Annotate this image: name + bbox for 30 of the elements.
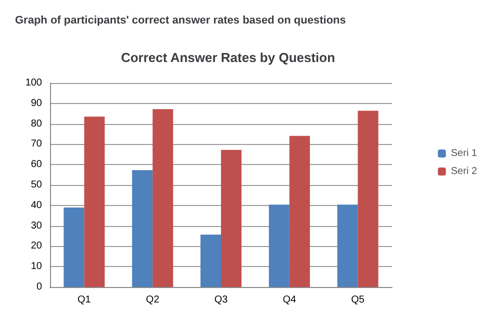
x-tick-label: Q4: [282, 294, 297, 306]
x-tick-label: Q2: [146, 294, 160, 306]
bar: [221, 150, 242, 287]
y-tick-label: 10: [30, 261, 42, 272]
text: Graph of participants' correct answer rates based on questions: [15, 14, 346, 26]
bar: [358, 110, 378, 287]
legend-label: Seri 1: [450, 148, 478, 159]
y-tick-label: 40: [30, 200, 42, 211]
y-tick-label: 70: [30, 138, 42, 150]
x-tick-label: Q3: [214, 294, 228, 306]
x-tick-label: Q5: [351, 294, 365, 306]
bar: [268, 204, 290, 287]
bar: [152, 109, 174, 287]
y-tick-label: 30: [30, 220, 42, 232]
y-tick-label: 80: [30, 118, 42, 130]
y-tick-label: 20: [30, 240, 42, 252]
legend-label: Seri 2: [450, 166, 478, 177]
bar: [289, 136, 310, 287]
y-tick-label: 90: [30, 98, 42, 109]
chart-title: Correct Answer Rates by Question: [120, 50, 336, 65]
bar: [64, 207, 84, 287]
bar: [337, 204, 358, 287]
bar: [132, 170, 153, 287]
y-tick-label: 100: [25, 78, 42, 88]
y-tick-label: 0: [36, 282, 42, 292]
y-tick-label: 50: [30, 180, 42, 190]
y-tick-label: 60: [30, 159, 42, 170]
bar: [200, 234, 221, 287]
x-tick-label: Q1: [78, 294, 92, 306]
bar: [84, 116, 105, 287]
